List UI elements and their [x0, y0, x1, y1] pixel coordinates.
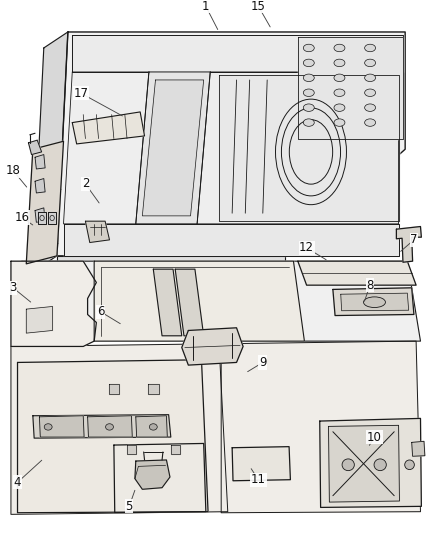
- Polygon shape: [64, 72, 149, 224]
- Ellipse shape: [149, 424, 157, 430]
- Polygon shape: [22, 261, 420, 341]
- Text: 11: 11: [251, 473, 266, 486]
- Polygon shape: [197, 72, 399, 224]
- Polygon shape: [33, 32, 68, 272]
- Polygon shape: [35, 155, 45, 169]
- Text: 10: 10: [367, 431, 382, 443]
- Ellipse shape: [334, 74, 345, 82]
- Polygon shape: [72, 35, 403, 72]
- Text: 18: 18: [6, 164, 21, 177]
- Polygon shape: [114, 443, 206, 513]
- Text: 3: 3: [10, 281, 17, 294]
- Ellipse shape: [334, 59, 345, 67]
- Polygon shape: [18, 360, 208, 513]
- Ellipse shape: [364, 104, 376, 111]
- Text: 2: 2: [81, 177, 89, 190]
- Polygon shape: [57, 32, 405, 256]
- Ellipse shape: [106, 424, 113, 430]
- Polygon shape: [171, 445, 180, 454]
- Polygon shape: [35, 208, 45, 222]
- Text: 5: 5: [126, 500, 133, 513]
- Polygon shape: [48, 212, 56, 224]
- Polygon shape: [153, 269, 182, 336]
- Ellipse shape: [303, 104, 314, 111]
- Polygon shape: [135, 460, 170, 489]
- Text: 12: 12: [299, 241, 314, 254]
- Polygon shape: [182, 328, 243, 365]
- Polygon shape: [298, 261, 416, 285]
- Polygon shape: [175, 269, 204, 336]
- Ellipse shape: [303, 44, 314, 52]
- Text: 4: 4: [14, 476, 21, 489]
- Polygon shape: [109, 384, 119, 394]
- Ellipse shape: [374, 459, 386, 471]
- Polygon shape: [88, 416, 132, 437]
- Polygon shape: [26, 306, 53, 333]
- Polygon shape: [72, 112, 145, 144]
- Ellipse shape: [364, 44, 376, 52]
- Polygon shape: [341, 293, 409, 311]
- Polygon shape: [127, 445, 136, 454]
- Ellipse shape: [364, 89, 376, 96]
- Text: 16: 16: [14, 211, 29, 224]
- Ellipse shape: [303, 119, 314, 126]
- Polygon shape: [57, 256, 285, 277]
- Polygon shape: [320, 418, 421, 507]
- Polygon shape: [396, 227, 421, 262]
- Polygon shape: [333, 288, 414, 316]
- Text: 8: 8: [367, 279, 374, 292]
- Text: 9: 9: [259, 356, 267, 369]
- Text: 6: 6: [97, 305, 105, 318]
- Ellipse shape: [303, 74, 314, 82]
- Polygon shape: [412, 441, 425, 456]
- Polygon shape: [26, 141, 64, 264]
- Ellipse shape: [364, 74, 376, 82]
- Polygon shape: [136, 72, 210, 224]
- Polygon shape: [136, 416, 167, 437]
- Polygon shape: [328, 425, 399, 502]
- Ellipse shape: [364, 59, 376, 67]
- Ellipse shape: [405, 460, 414, 470]
- Polygon shape: [64, 224, 399, 256]
- Polygon shape: [28, 140, 42, 155]
- Ellipse shape: [303, 59, 314, 67]
- Polygon shape: [39, 416, 84, 437]
- Polygon shape: [94, 261, 304, 341]
- Polygon shape: [221, 341, 420, 513]
- Ellipse shape: [44, 424, 52, 430]
- Ellipse shape: [334, 119, 345, 126]
- Polygon shape: [33, 415, 171, 438]
- Polygon shape: [38, 212, 46, 224]
- Polygon shape: [219, 75, 399, 221]
- Polygon shape: [85, 221, 110, 243]
- Ellipse shape: [334, 104, 345, 111]
- Text: 15: 15: [251, 0, 266, 13]
- Text: 1: 1: [202, 0, 210, 13]
- Ellipse shape: [334, 44, 345, 52]
- Ellipse shape: [364, 297, 385, 308]
- Polygon shape: [148, 384, 159, 394]
- Ellipse shape: [342, 459, 354, 471]
- Polygon shape: [11, 261, 96, 346]
- Polygon shape: [298, 37, 403, 139]
- Ellipse shape: [334, 89, 345, 96]
- Polygon shape: [142, 80, 204, 216]
- Ellipse shape: [303, 89, 314, 96]
- Text: 17: 17: [74, 87, 88, 100]
- Polygon shape: [35, 179, 45, 193]
- Polygon shape: [11, 344, 228, 514]
- Polygon shape: [232, 447, 290, 481]
- Text: 7: 7: [410, 233, 418, 246]
- Ellipse shape: [364, 119, 376, 126]
